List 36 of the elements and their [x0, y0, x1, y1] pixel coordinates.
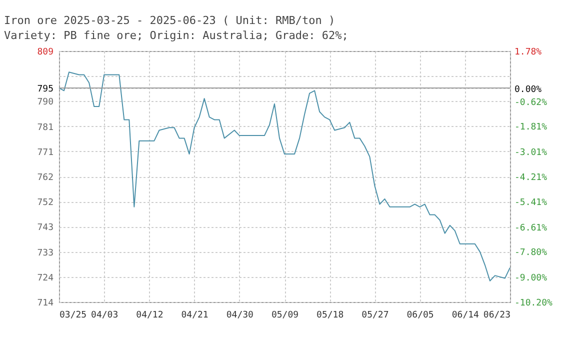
x-tick-label: 06/05: [406, 310, 434, 320]
y-tick-label: 781: [37, 122, 54, 133]
y2-tick-label: -10.20%: [514, 298, 554, 308]
x-tick-label: 05/09: [271, 310, 299, 320]
y-tick-label: 795: [37, 84, 54, 94]
y2-tick-label: -9.00%: [514, 273, 548, 284]
x-tick-label: 04/12: [136, 310, 164, 320]
y2-tick-label: -3.01%: [514, 148, 548, 158]
y-tick-label: 790: [37, 98, 54, 108]
y2-tick-label: -0.62%: [514, 98, 548, 108]
y-tick-label: 743: [37, 223, 54, 234]
x-tick-label: 05/18: [316, 310, 344, 320]
y-tick-label: 771: [37, 148, 54, 158]
y2-tick-label: -4.21%: [514, 173, 548, 183]
y2-tick-label: -5.41%: [514, 198, 548, 208]
chart-title: Iron ore 2025-03-25 - 2025-06-23 ( Unit: RMB/ton ): [4, 14, 336, 27]
y2-tick-label: 1.78%: [514, 48, 542, 58]
x-tick-label: 03/25: [60, 310, 87, 320]
line-series: [58, 72, 510, 282]
x-tick-label: 04/03: [91, 310, 118, 320]
y2-tick-label: -1.81%: [514, 122, 548, 133]
y-tick-label: 752: [37, 198, 54, 208]
y2-tick-label: 0.00%: [514, 84, 542, 95]
x-tick-label: 04/30: [226, 310, 254, 320]
y-tick-label: 714: [37, 298, 54, 308]
y-tick-label: 724: [37, 273, 54, 284]
y-tick-label: 809: [37, 48, 54, 58]
x-tick-label: 05/27: [362, 310, 389, 320]
x-tick-label: 06/14: [452, 310, 479, 320]
y2-tick-label: -7.80%: [514, 248, 548, 258]
x-tick-label: 04/21: [181, 310, 208, 320]
y-tick-label: 762: [37, 173, 54, 183]
y-tick-label: 733: [37, 248, 54, 258]
y2-tick-label: -6.61%: [514, 223, 548, 234]
x-tick-label: 06/23: [483, 310, 510, 320]
chart-subtitle: Variety: PB fine ore; Origin: Australia; Grade: 62%;: [4, 29, 348, 42]
